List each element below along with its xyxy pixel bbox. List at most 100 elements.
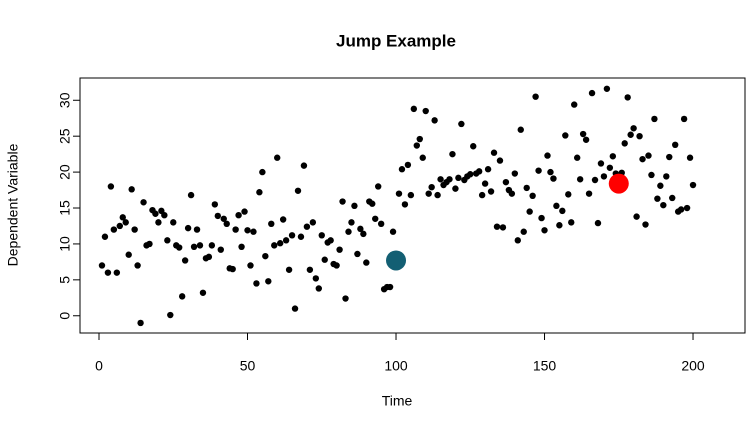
point [113, 269, 121, 276]
point [413, 142, 421, 149]
point [425, 190, 432, 197]
point [508, 190, 516, 197]
point [496, 157, 504, 164]
point [101, 233, 109, 240]
point [416, 135, 423, 143]
point [119, 214, 126, 221]
point [98, 262, 106, 269]
point [550, 175, 557, 182]
point [122, 219, 129, 226]
point [363, 259, 370, 266]
point [568, 219, 575, 226]
point [458, 120, 465, 128]
point [410, 105, 418, 113]
point [146, 240, 153, 248]
point [422, 107, 429, 115]
point [532, 93, 539, 100]
point [630, 125, 637, 132]
point [455, 174, 462, 182]
point [372, 215, 379, 222]
point [579, 130, 587, 138]
point [297, 233, 305, 240]
point [265, 278, 272, 285]
point [220, 215, 227, 222]
point [606, 164, 614, 171]
point [686, 154, 694, 161]
point [529, 192, 536, 200]
point [229, 265, 236, 273]
point [374, 183, 382, 190]
x-tick-label: 50 [240, 358, 256, 374]
point [241, 208, 248, 215]
point [683, 204, 691, 212]
point [559, 207, 566, 215]
y-tick-label: 30 [57, 92, 73, 108]
point [193, 226, 201, 233]
point [395, 190, 403, 197]
point [446, 176, 453, 183]
point [327, 237, 334, 244]
point [449, 150, 456, 158]
point [588, 89, 596, 97]
point [128, 186, 135, 193]
point [624, 94, 631, 101]
point [354, 250, 361, 258]
point [262, 252, 269, 260]
point [360, 230, 367, 238]
point [484, 166, 492, 173]
point [345, 228, 352, 235]
point [152, 210, 159, 217]
point [523, 184, 530, 192]
y-tick-label: 5 [57, 276, 73, 284]
point [285, 266, 293, 273]
point [608, 173, 629, 194]
point [467, 171, 474, 178]
point [398, 166, 406, 173]
point [565, 191, 572, 198]
point [556, 222, 563, 229]
point [499, 224, 507, 231]
point [573, 154, 581, 161]
point [669, 194, 676, 202]
point [235, 211, 242, 219]
point [490, 149, 498, 156]
point [407, 191, 415, 199]
point [475, 168, 483, 175]
point [680, 115, 688, 123]
point [603, 85, 611, 92]
point [600, 173, 608, 180]
point [651, 115, 658, 123]
point [585, 190, 593, 197]
point [107, 183, 115, 190]
point [187, 191, 195, 199]
point [208, 242, 216, 249]
point [493, 223, 501, 230]
point [167, 311, 174, 319]
point [176, 244, 183, 251]
point [190, 243, 198, 251]
point [487, 188, 495, 195]
point [437, 176, 444, 183]
point [621, 140, 628, 147]
x-tick-label: 200 [681, 358, 705, 374]
point [259, 168, 266, 176]
point [155, 219, 162, 226]
point [431, 117, 438, 124]
point [642, 221, 649, 228]
point [452, 185, 459, 192]
point [318, 232, 325, 239]
point [369, 200, 376, 207]
point [633, 213, 640, 220]
point [389, 228, 397, 235]
point [250, 228, 257, 235]
point [377, 220, 385, 228]
point [140, 199, 147, 206]
point [161, 211, 168, 219]
y-tick-label: 0 [57, 312, 73, 320]
point [303, 223, 311, 230]
point [401, 201, 409, 208]
point [689, 181, 697, 189]
point [478, 191, 486, 199]
point [170, 219, 177, 226]
point [321, 256, 328, 263]
